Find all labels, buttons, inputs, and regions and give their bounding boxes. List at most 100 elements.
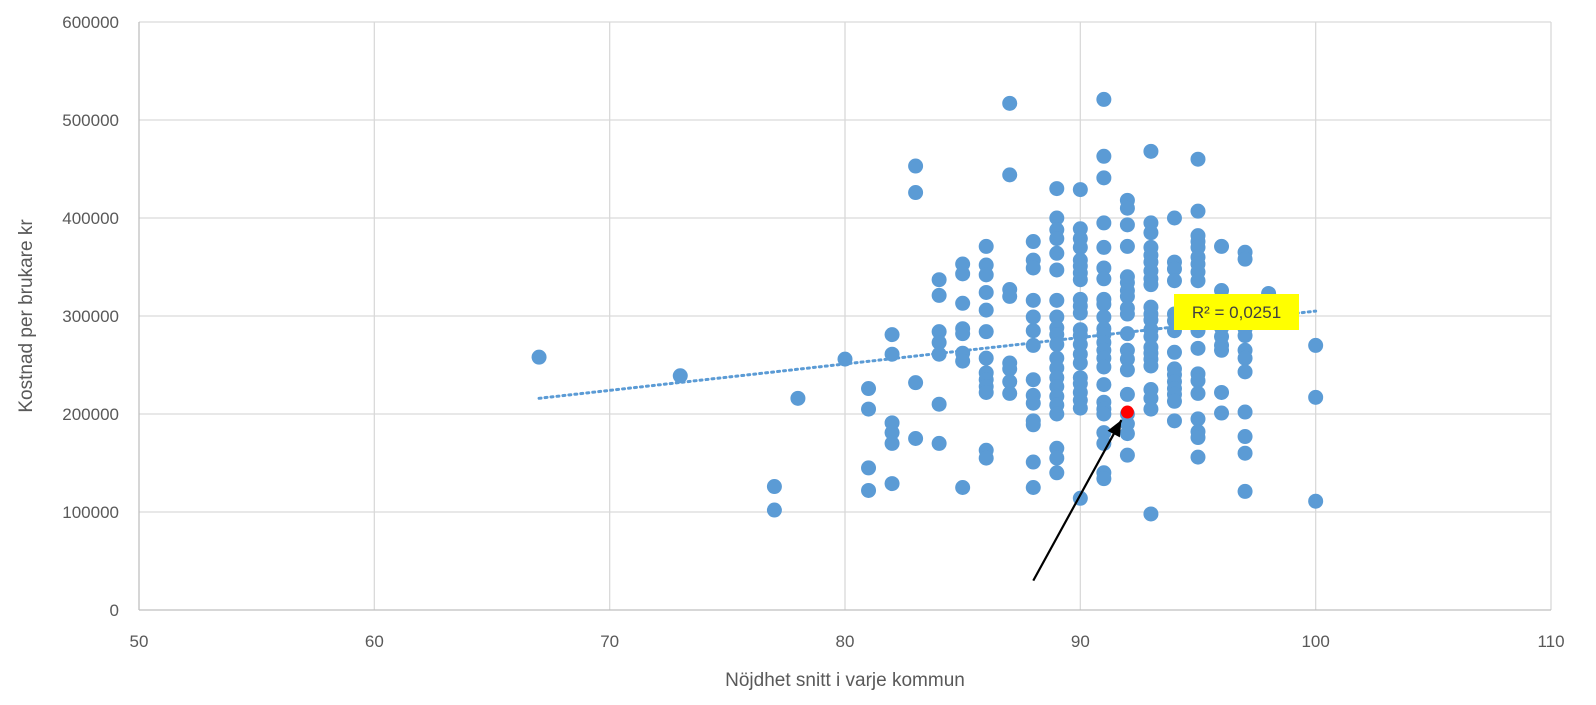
data-point xyxy=(955,266,971,282)
data-point xyxy=(1096,148,1112,164)
data-point xyxy=(766,479,782,495)
data-point xyxy=(1096,91,1112,107)
data-point xyxy=(1166,261,1182,277)
data-point xyxy=(1237,404,1253,420)
data-point xyxy=(861,401,877,417)
y-tick-label: 600000 xyxy=(62,13,119,32)
data-point xyxy=(931,346,947,362)
arrow-head xyxy=(1107,420,1122,438)
y-tick-label: 500000 xyxy=(62,111,119,130)
data-point xyxy=(1002,167,1018,183)
data-point xyxy=(531,349,547,365)
data-point xyxy=(1143,225,1159,241)
data-point xyxy=(931,396,947,412)
data-point xyxy=(955,480,971,495)
x-tick-label: 100 xyxy=(1301,632,1329,651)
data-point xyxy=(672,368,688,384)
data-point xyxy=(1096,260,1112,276)
data-point xyxy=(1049,292,1065,308)
x-tick-label: 110 xyxy=(1537,632,1564,651)
data-point xyxy=(1096,215,1112,231)
data-point xyxy=(766,502,782,518)
data-point xyxy=(1237,251,1253,267)
data-point xyxy=(790,390,806,406)
data-point xyxy=(1025,234,1041,250)
data-point xyxy=(1237,328,1253,344)
data-point xyxy=(1049,450,1065,466)
data-point xyxy=(1214,238,1230,254)
data-point xyxy=(837,351,853,367)
data-point xyxy=(1025,454,1041,470)
data-point xyxy=(978,324,994,340)
data-point xyxy=(1190,203,1206,219)
data-point xyxy=(1072,400,1088,416)
data-point xyxy=(1166,344,1182,360)
highlight-point xyxy=(1120,405,1134,419)
y-tick-label: 200000 xyxy=(62,405,119,424)
y-axis-title: Kostnad per brukare kr xyxy=(16,219,37,413)
data-point xyxy=(884,346,900,362)
data-point xyxy=(884,435,900,451)
x-axis-title: Nöjdhet snitt i varje kommun xyxy=(725,670,965,691)
data-point xyxy=(1025,260,1041,276)
data-point xyxy=(861,381,877,397)
data-points xyxy=(531,91,1324,522)
data-point xyxy=(1119,288,1135,304)
data-point xyxy=(1190,151,1206,167)
data-point xyxy=(884,476,900,492)
x-tick-label: 70 xyxy=(600,632,619,651)
data-point xyxy=(1308,389,1324,405)
data-point xyxy=(1096,471,1112,487)
y-tick-label: 0 xyxy=(110,601,119,620)
data-point xyxy=(1237,350,1253,366)
data-point xyxy=(1214,405,1230,421)
data-point xyxy=(1143,143,1159,159)
annotations: R² = 0,0251 xyxy=(1032,294,1299,582)
data-point xyxy=(1190,373,1206,389)
data-point xyxy=(1119,200,1135,216)
data-point xyxy=(978,267,994,283)
data-point xyxy=(1190,385,1206,401)
data-point xyxy=(931,272,947,288)
data-point xyxy=(978,238,994,254)
data-point xyxy=(1237,445,1253,461)
data-point xyxy=(1214,384,1230,400)
data-point xyxy=(1190,273,1206,289)
data-point xyxy=(1072,239,1088,255)
data-point xyxy=(1143,358,1159,374)
data-point xyxy=(978,284,994,300)
data-point xyxy=(1002,385,1018,401)
data-point xyxy=(908,158,924,174)
data-point xyxy=(884,425,900,441)
x-tick-label: 80 xyxy=(836,632,855,651)
data-point xyxy=(978,384,994,400)
data-point xyxy=(1119,217,1135,233)
data-point xyxy=(1143,401,1159,417)
data-point xyxy=(861,482,877,498)
data-point xyxy=(1214,342,1230,358)
tick-labels: 0 100000 200000 300000 400000 500000 600000 50 6… xyxy=(62,13,1564,651)
data-point xyxy=(1237,364,1253,380)
axes xyxy=(138,22,1551,611)
data-point xyxy=(1002,95,1018,111)
data-point xyxy=(978,450,994,466)
data-point xyxy=(1049,210,1065,226)
data-point xyxy=(1119,306,1135,322)
r-squared-box xyxy=(1174,294,1299,330)
data-point xyxy=(1190,411,1206,427)
data-point xyxy=(884,327,900,343)
data-point xyxy=(1166,273,1182,289)
data-point xyxy=(1072,305,1088,321)
data-point xyxy=(955,326,971,342)
data-point xyxy=(1025,417,1041,433)
data-point xyxy=(978,302,994,318)
x-tick-label: 60 xyxy=(365,632,384,651)
data-point xyxy=(1049,406,1065,422)
data-point xyxy=(1119,426,1135,442)
data-point xyxy=(1096,309,1112,325)
data-point xyxy=(1072,355,1088,371)
data-point xyxy=(1119,386,1135,402)
data-point xyxy=(908,185,924,201)
data-point xyxy=(931,334,947,350)
